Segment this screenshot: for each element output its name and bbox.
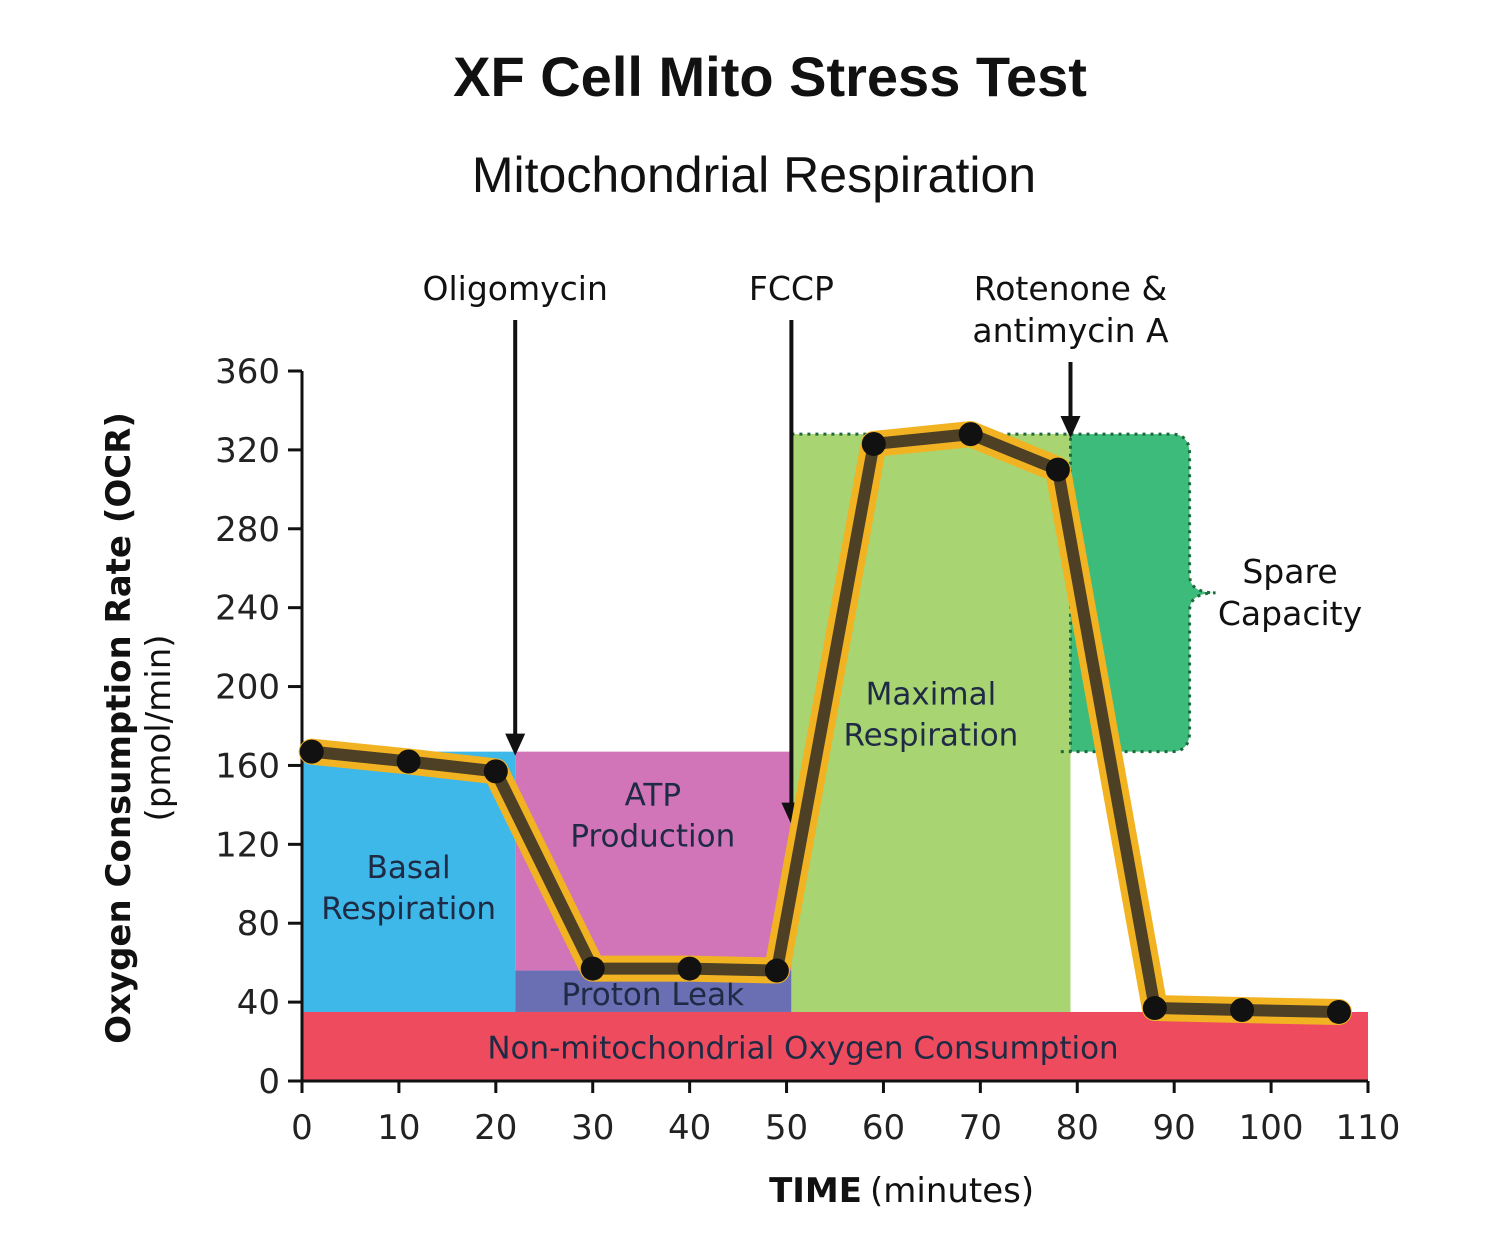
- injection-label-fccp: FCCP: [749, 269, 834, 308]
- injection-label-rotenone-antimycin-a: Rotenone & antimycin A: [972, 269, 1169, 350]
- y-tick-label: 200: [215, 668, 280, 708]
- data-point: [396, 749, 421, 774]
- regions: Basal Respiration ATP Production Proton Leak…: [302, 434, 1368, 1081]
- y-tick-label: 360: [215, 352, 280, 392]
- region-label-basal-respiration: Basal Respiration: [321, 850, 496, 927]
- y-axis-title: Oxygen Consumption Rate (OCR): [99, 412, 139, 1044]
- region-non-mitochondrial-oxygen-consumption: [302, 1011, 1368, 1081]
- x-axis-title: TIME: [769, 1171, 862, 1211]
- region-label-non-mitochondrial-oxygen-consumption: Non-mitochondrial Oxygen Consumption: [487, 1030, 1118, 1066]
- chart-title: XF Cell Mito Stress Test: [453, 45, 1087, 108]
- y-tick-label: 40: [237, 983, 280, 1023]
- y-tick-label: 80: [237, 904, 280, 944]
- region-maximal-respiration: [791, 434, 1071, 1012]
- x-tick-label: 30: [571, 1108, 614, 1148]
- data-point: [1142, 996, 1167, 1021]
- data-point: [483, 759, 508, 784]
- y-tick-label: 160: [215, 746, 280, 786]
- x-tick-label: 10: [377, 1108, 420, 1148]
- data-point: [764, 958, 789, 983]
- data-point: [1326, 999, 1351, 1024]
- chart-subtitle: Mitochondrial Respiration: [472, 147, 1036, 203]
- data-point: [1045, 457, 1070, 482]
- arrowhead-rotenone-antimycin-a: [1060, 416, 1081, 439]
- y-axis-unit: (pmol/min): [139, 634, 179, 821]
- data-point: [958, 422, 983, 447]
- series: [298, 421, 1352, 1025]
- x-tick-label: 80: [1056, 1108, 1099, 1148]
- y-tick-label: 320: [215, 431, 280, 471]
- x-tick-label: 20: [474, 1108, 517, 1148]
- injections: Oligomycin FCCP Rotenone & antimycin A: [423, 269, 1169, 825]
- y-tick-label: 240: [215, 589, 280, 629]
- y-tick-label: 120: [215, 825, 280, 865]
- series-line: [305, 428, 1345, 1018]
- x-tick-label: 70: [959, 1108, 1002, 1148]
- arrowhead-oligomycin: [505, 733, 526, 756]
- y-tick-label: 280: [215, 510, 280, 550]
- x-tick-label: 90: [1153, 1108, 1196, 1148]
- x-tick-label: 100: [1239, 1108, 1304, 1148]
- injection-label-oligomycin: Oligomycin: [423, 269, 608, 308]
- region-atp-production: [515, 751, 792, 971]
- data-point: [1230, 998, 1255, 1022]
- data-point: [861, 431, 886, 456]
- data-point: [580, 956, 605, 981]
- axes: 0 40 80 120 160 200 240 280 320 360 0 10 20 30 40 50 60 7…: [215, 352, 1400, 1148]
- region-basal-respiration: [302, 751, 516, 1012]
- region-label-atp-production: ATP Production: [570, 777, 735, 854]
- x-tick-label: 40: [668, 1108, 711, 1148]
- x-tick-label: 60: [862, 1108, 905, 1148]
- region-label-proton-leak: Proton Leak: [562, 977, 745, 1013]
- x-tick-label: 110: [1336, 1108, 1401, 1148]
- x-tick-label: 0: [291, 1108, 313, 1148]
- y-tick-label: 0: [258, 1062, 280, 1102]
- x-axis-unit: (minutes): [870, 1171, 1034, 1211]
- region-label-maximal-respiration: Maximal Respiration: [844, 677, 1019, 754]
- x-tick-label: 50: [765, 1108, 808, 1148]
- data-point: [299, 739, 324, 764]
- data-point: [677, 956, 702, 981]
- spare-capacity-label: Spare Capacity: [1218, 552, 1362, 633]
